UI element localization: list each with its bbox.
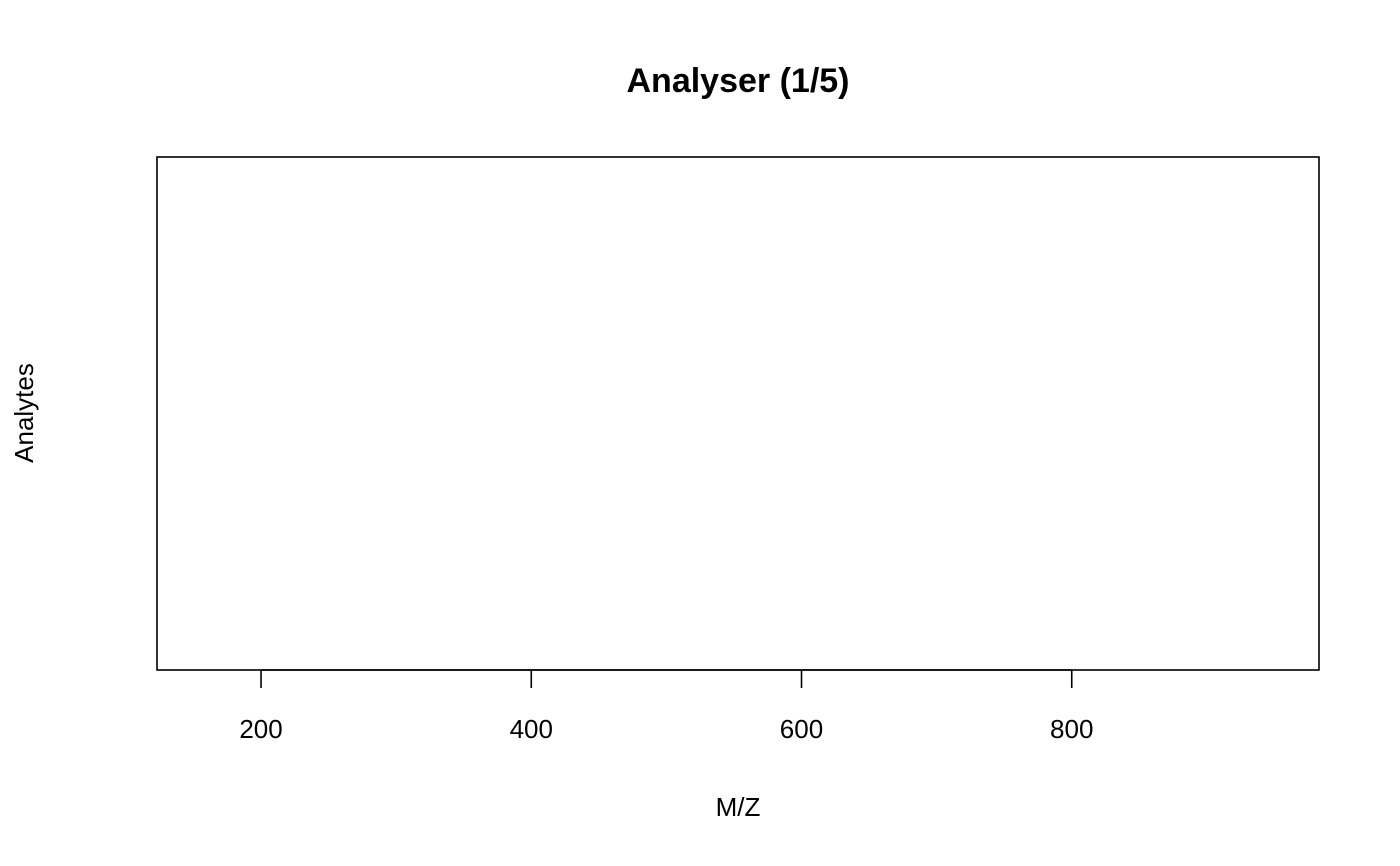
y-axis-label: Analytes <box>9 363 39 463</box>
x-tick-label: 200 <box>239 714 282 744</box>
x-tick-label: 400 <box>510 714 553 744</box>
x-tick-label: 600 <box>780 714 823 744</box>
x-tick-label: 800 <box>1050 714 1093 744</box>
x-axis: 200 400 600 800 <box>239 669 1093 744</box>
chart-title: Analyser (1/5) <box>627 62 850 100</box>
x-axis-label: M/Z <box>716 792 761 822</box>
plot-frame <box>156 156 1320 671</box>
